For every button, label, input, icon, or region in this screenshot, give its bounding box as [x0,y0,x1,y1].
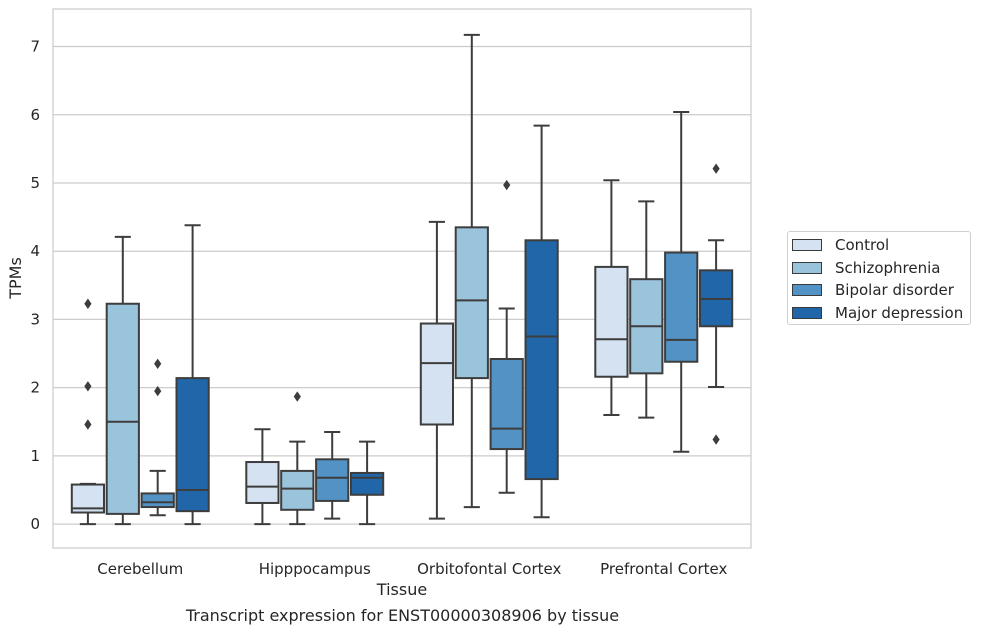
y-tick-label-4: 4 [30,242,40,260]
series-bipolar-disorder [140,111,699,520]
y-tick-label-1: 1 [30,447,40,465]
box-hipppocampus-control-iqr [245,461,280,504]
box-orbitofontal-cortex-bipolar-disorder [489,179,524,494]
box-cerebellum-major-depression-iqr [175,377,210,513]
legend-swatch-bipolar-disorder [792,284,822,296]
box-hipppocampus-schizophrenia [280,391,315,526]
box-prefrontal-cortex-bipolar-disorder [664,111,699,453]
box-prefrontal-cortex-major-depression-outlier-1 [712,434,720,445]
box-cerebellum-bipolar-disorder-outlier-2 [154,358,162,369]
box-prefrontal-cortex-control [594,179,629,416]
box-cerebellum-control-outlier-1 [84,419,92,430]
y-tick-label-0: 0 [30,515,40,533]
y-tick-label-3: 3 [30,310,40,328]
series-control [70,179,629,526]
box-cerebellum-control [70,298,106,526]
legend-label-major-depression: Major depression [835,304,964,322]
y-tick-label-6: 6 [30,106,40,124]
box-hipppocampus-bipolar-disorder-iqr [315,458,350,502]
box-hipppocampus-schizophrenia-iqr [280,469,315,511]
legend-label-control: Control [835,236,890,254]
box-orbitofontal-cortex-bipolar-disorder-iqr [489,358,524,451]
box-prefrontal-cortex-control-iqr [594,265,629,378]
box-cerebellum-control-outlier-2 [84,381,92,392]
box-plot-series [70,33,734,526]
series-schizophrenia [105,33,664,526]
legend-item-major-depression: Major depression [792,303,963,323]
box-prefrontal-cortex-major-depression [698,163,734,445]
y-tick-label-5: 5 [30,174,40,192]
box-hipppocampus-bipolar-disorder [315,431,350,520]
box-hipppocampus-major-depression-iqr [349,471,385,496]
box-orbitofontal-cortex-schizophrenia [454,33,489,509]
box-orbitofontal-cortex-control [419,220,455,520]
box-orbitofontal-cortex-bipolar-disorder-outlier-1 [503,179,511,191]
x-axis-label: Tissue [376,580,427,599]
box-cerebellum-bipolar-disorder [140,358,175,517]
legend-swatch-schizophrenia [792,262,822,274]
legend: Control Schizophrenia Bipolar disorder M… [787,231,971,325]
box-prefrontal-cortex-major-depression-outlier-2 [712,163,720,174]
legend-label-bipolar-disorder: Bipolar disorder [835,281,954,299]
x-tick-label-cerebellum: Cerebellum [97,560,183,578]
box-hipppocampus-schizophrenia-outlier-1 [293,391,301,402]
box-cerebellum-major-depression [175,224,210,526]
y-tick-label-2: 2 [30,379,40,397]
legend-swatch-major-depression [792,307,822,319]
chart-caption: Transcript expression for ENST0000030890… [185,606,620,625]
legend-item-control: Control [792,235,889,255]
box-orbitofontal-cortex-major-depression [524,124,559,519]
box-orbitofontal-cortex-major-depression-iqr [524,239,559,481]
series-major-depression [175,124,734,526]
x-tick-label-orbitofontal-cortex: Orbitofontal Cortex [417,560,561,578]
y-axis-tick-labels: 0 1 2 3 4 5 6 7 [30,38,40,534]
box-cerebellum-control-outlier-3 [84,298,92,309]
box-prefrontal-cortex-schizophrenia [629,200,664,419]
box-prefrontal-cortex-bipolar-disorder-iqr [664,251,699,363]
x-tick-label-prefrontal-cortex: Prefrontal Cortex [600,560,727,578]
legend-swatch-control [792,239,822,251]
legend-label-schizophrenia: Schizophrenia [835,259,941,277]
box-orbitofontal-cortex-schizophrenia-iqr [454,226,489,380]
y-tick-label-7: 7 [30,38,40,56]
x-axis-tick-labels: Cerebellum Hipppocampus Orbitofontal Corte… [97,560,727,578]
box-cerebellum-schizophrenia [105,235,140,526]
plot-area-frame [52,8,752,549]
x-tick-label-hipppocampus: Hipppocampus [259,560,371,578]
box-orbitofontal-cortex-control-iqr [419,322,455,426]
y-axis-label: TPMs [6,257,25,300]
box-cerebellum-bipolar-disorder-outlier-1 [154,385,162,397]
legend-item-bipolar-disorder: Bipolar disorder [792,280,954,300]
box-hipppocampus-control [245,428,280,526]
y-gridlines [53,45,751,525]
box-hipppocampus-major-depression [349,440,385,526]
box-cerebellum-schizophrenia-iqr [105,302,140,515]
box-cerebellum-bipolar-disorder-iqr [140,492,175,509]
legend-item-schizophrenia: Schizophrenia [792,258,940,278]
